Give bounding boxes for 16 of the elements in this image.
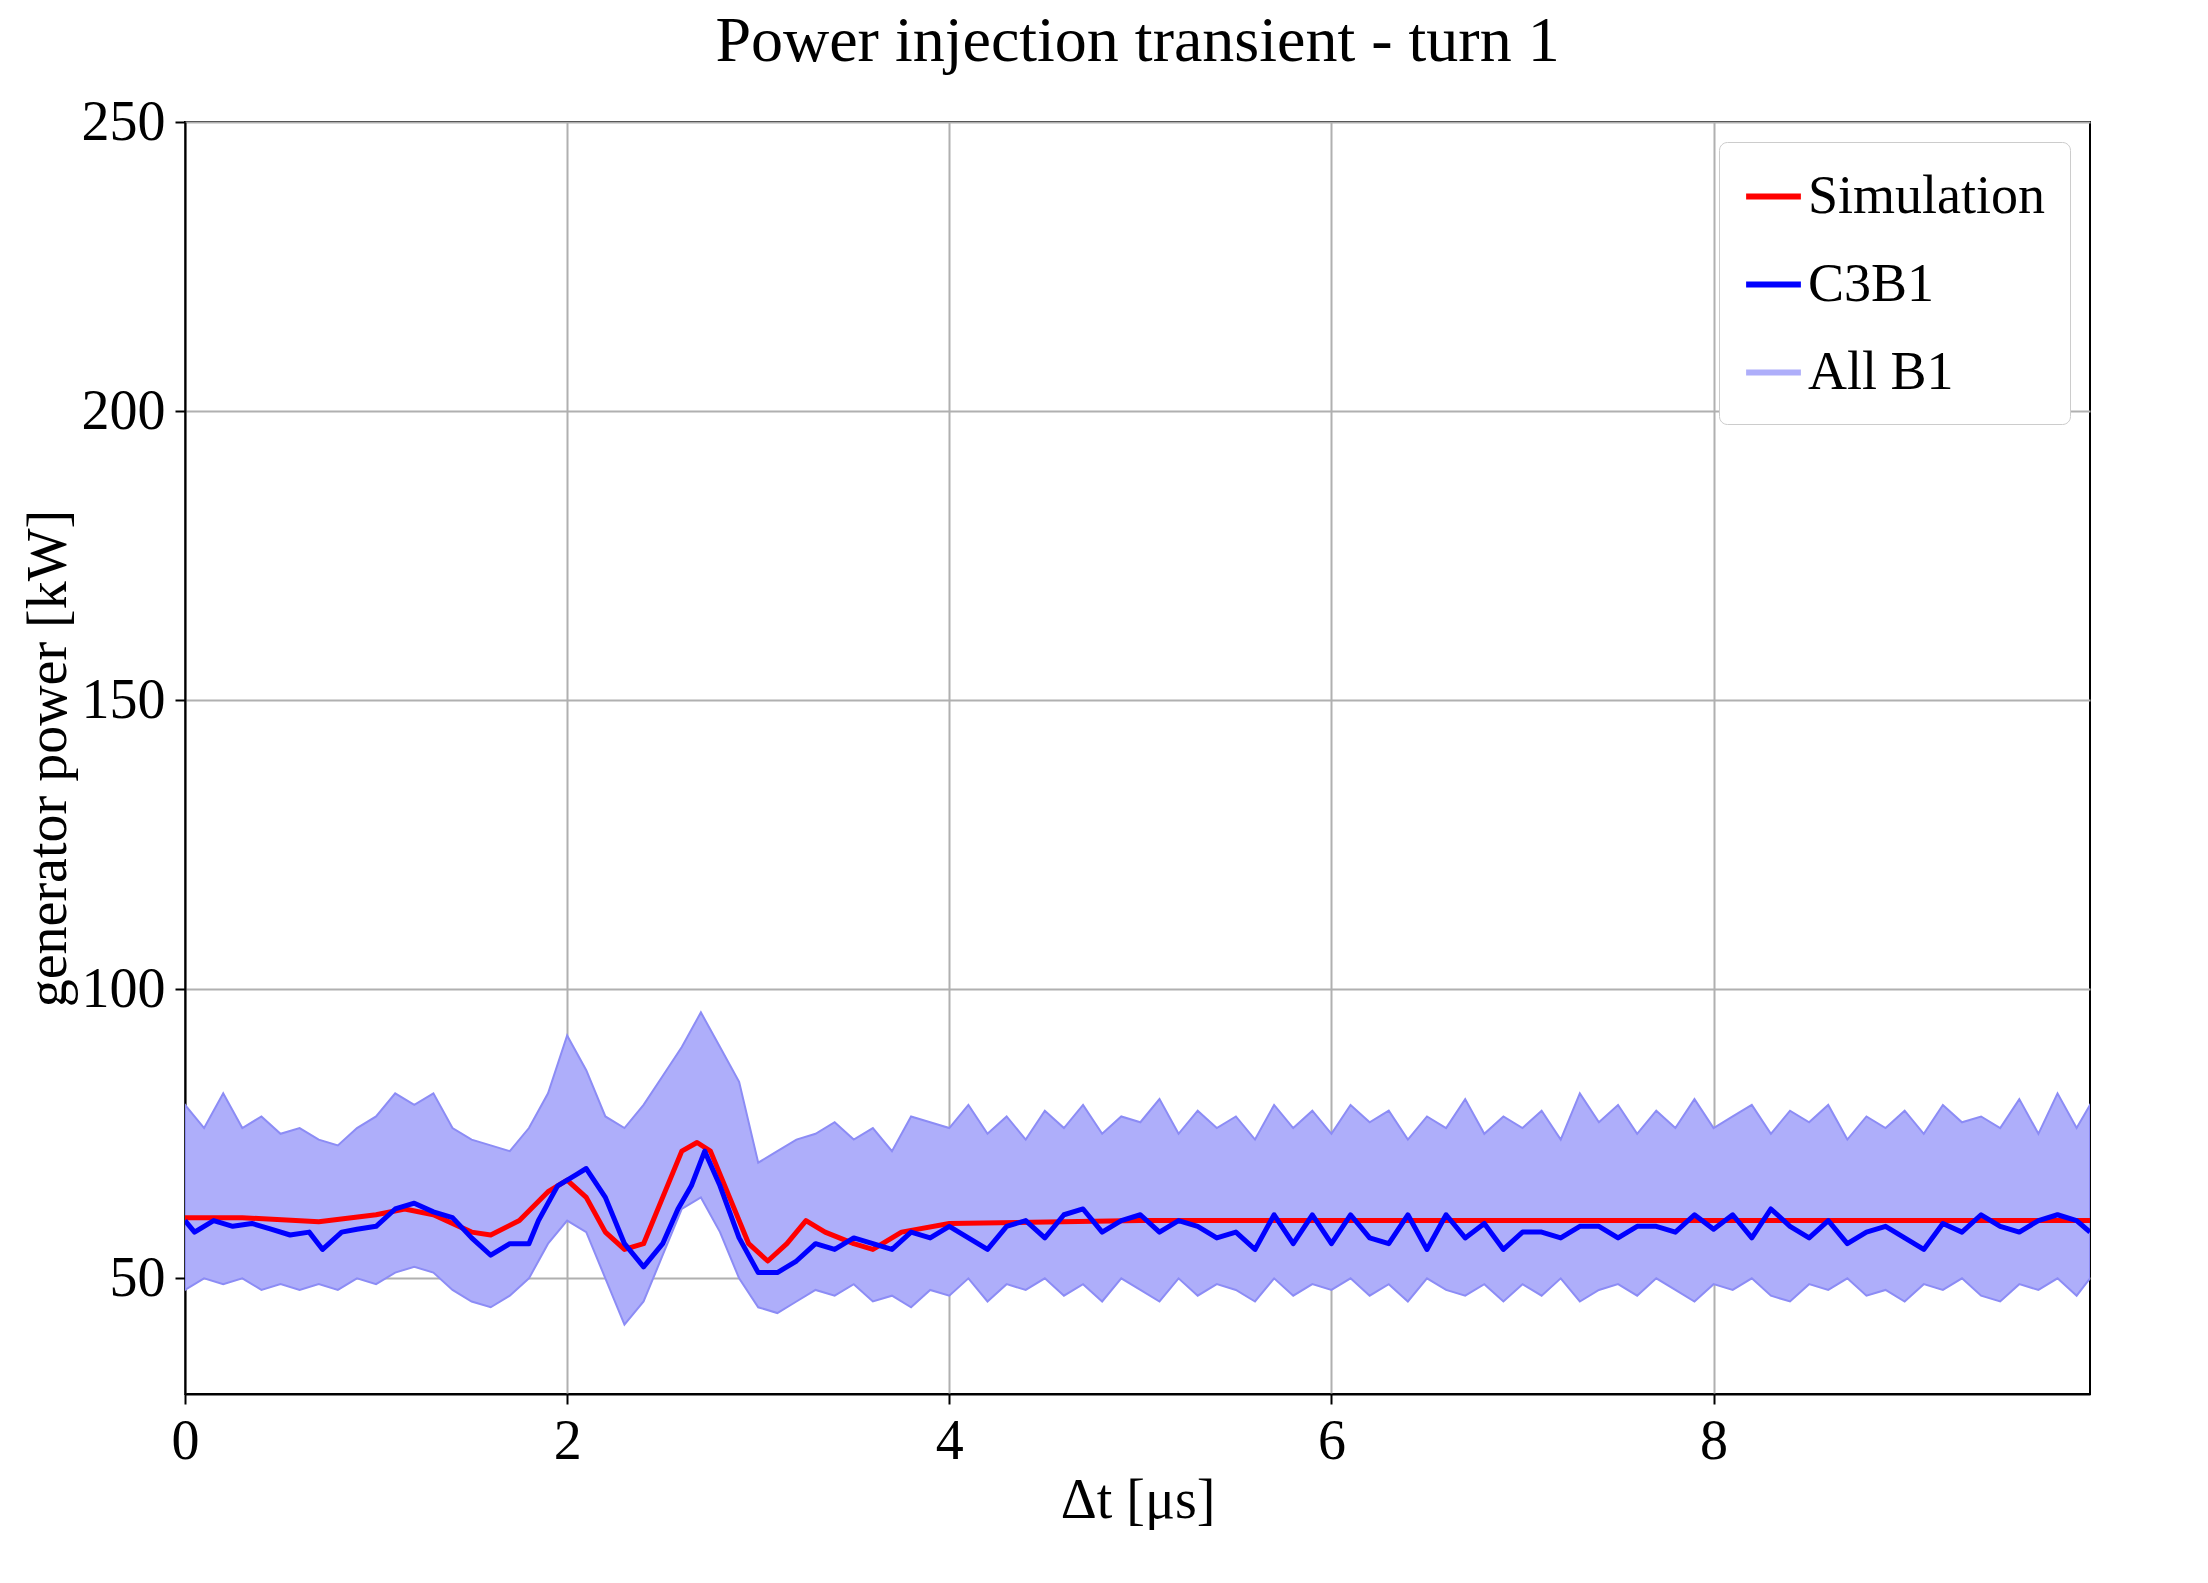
x-tick-label: 2	[553, 1408, 582, 1471]
chart-title: Power injection transient - turn 1	[715, 4, 1560, 75]
x-tick-label: 8	[1700, 1408, 1729, 1471]
y-tick-label: 150	[81, 667, 166, 730]
y-axis-title: generator power [kW]	[15, 509, 78, 1008]
x-axis-title: Δt [μs]	[1060, 1467, 1216, 1530]
x-tick-label: 4	[935, 1408, 964, 1471]
y-tick-label: 50	[109, 1245, 166, 1308]
x-tick-label: 0	[171, 1408, 200, 1471]
legend-label: All B1	[1808, 340, 1954, 401]
y-tick-label: 200	[81, 378, 166, 441]
legend-label: C3B1	[1808, 252, 1935, 313]
x-tick-label: 6	[1317, 1408, 1346, 1471]
y-tick-label: 250	[81, 89, 166, 152]
legend-label: Simulation	[1808, 164, 2046, 225]
y-tick-label: 100	[81, 956, 166, 1019]
